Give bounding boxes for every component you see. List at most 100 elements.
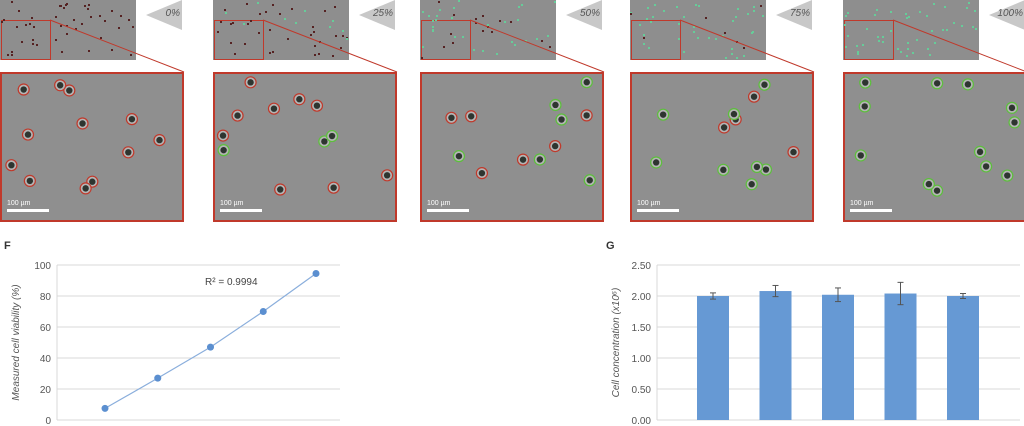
dead-cell: [747, 90, 761, 103]
y-tick-label: 2.50: [632, 261, 652, 272]
dead-cell: [153, 133, 166, 147]
overview-image: [420, 0, 556, 60]
dead-cell: [445, 111, 458, 124]
overview-image: [843, 0, 979, 60]
microscopy-panel: 100% 100 µm: [843, 0, 1024, 225]
error-bar: [897, 281, 904, 306]
scale-bar: 100 µm: [220, 200, 262, 212]
live-cell: [583, 174, 596, 187]
microscopy-panel: 0% 100 µm: [0, 0, 200, 225]
viability-percent: 0%: [165, 8, 180, 19]
live-cell: [217, 144, 230, 157]
error-bar: [960, 293, 966, 299]
live-cell: [980, 160, 993, 173]
dead-cell: [63, 84, 76, 97]
live-cell: [858, 100, 871, 113]
y-tick-label: 0: [45, 416, 51, 426]
y-tick-label: 2.00: [632, 292, 652, 303]
overview-image: [630, 0, 766, 60]
dead-cell: [267, 102, 281, 115]
microscopy-panel: 75% 100 µm: [630, 0, 830, 225]
viability-percent: 50%: [579, 8, 600, 19]
live-cell: [1001, 169, 1014, 182]
dead-cell: [381, 169, 394, 182]
live-cell: [750, 160, 764, 174]
dead-cell: [310, 99, 324, 112]
live-cell: [325, 129, 339, 143]
dead-cell: [79, 182, 92, 195]
live-cell: [961, 78, 974, 91]
y-tick-label: 1.50: [632, 323, 652, 334]
bar: [884, 293, 917, 420]
live-cell: [717, 163, 730, 176]
dead-cell: [475, 167, 489, 180]
data-point: [101, 404, 109, 412]
y-tick-label: 0.50: [632, 385, 652, 396]
zoom-region-box: [844, 20, 894, 60]
dead-cell: [293, 93, 306, 106]
scale-label: 100 µm: [427, 200, 451, 207]
microscopy-panel: 25% 100 µm: [213, 0, 413, 225]
zoomed-image: 100 µm: [630, 72, 814, 222]
dead-cell: [5, 159, 18, 172]
live-cell: [854, 149, 867, 162]
viability-line-chart: 0 20 40 60 80 100 Measured cell viability (%) R…: [11, 261, 340, 426]
live-cell: [922, 178, 935, 191]
viability-triangle: 25%: [359, 0, 395, 30]
viability-percent: 25%: [372, 8, 393, 19]
dead-cell: [244, 76, 257, 89]
live-cell: [452, 150, 466, 163]
viability-percent: 75%: [789, 8, 810, 19]
dead-cell: [17, 83, 30, 96]
microscopy-panel: 50% 100 µm: [420, 0, 620, 225]
dead-cell: [23, 174, 36, 187]
scale-bar: 100 µm: [637, 200, 679, 212]
overview-image: [0, 0, 136, 60]
live-cell: [580, 76, 593, 89]
live-cell: [555, 113, 568, 126]
viability-triangle: 0%: [146, 0, 182, 30]
data-point: [154, 374, 162, 382]
zoomed-image: 100 µm: [420, 72, 604, 222]
live-cell: [859, 76, 872, 89]
y-tick-label: 20: [40, 385, 52, 396]
scale-label: 100 µm: [850, 200, 874, 207]
live-cell: [745, 178, 758, 191]
panel-label-g: G: [606, 240, 615, 252]
dead-cell: [231, 109, 244, 122]
error-bar: [710, 292, 716, 300]
zoomed-image: 100 µm: [213, 72, 397, 222]
dead-cell: [465, 110, 478, 123]
live-cell: [650, 156, 663, 169]
panel-label-f: F: [4, 240, 11, 252]
dead-cell: [580, 109, 593, 122]
scale-label: 100 µm: [7, 200, 31, 207]
dead-cell: [549, 140, 562, 153]
y-tick-label: 40: [40, 354, 52, 365]
dead-cell: [125, 113, 139, 126]
y-tick-label: 80: [40, 292, 52, 303]
bar: [759, 291, 792, 420]
overview-image: [213, 0, 349, 60]
dead-cell: [718, 121, 731, 134]
dead-cell: [216, 129, 230, 142]
dead-cell: [54, 79, 67, 92]
y-tick-label: 100: [34, 261, 51, 272]
live-cell: [727, 108, 741, 121]
dead-cell: [787, 145, 800, 159]
live-cell: [758, 78, 771, 91]
live-cell: [930, 184, 944, 197]
trend-line: [104, 273, 317, 409]
scale-bar: 100 µm: [7, 200, 49, 212]
dead-cell: [327, 181, 340, 194]
viability-triangle: 75%: [776, 0, 812, 30]
dead-cell: [516, 153, 530, 166]
scale-label: 100 µm: [637, 200, 661, 207]
error-bar: [835, 287, 841, 303]
zoom-region-box: [214, 20, 264, 60]
dead-cell: [274, 183, 287, 196]
viability-percent: 100%: [997, 8, 1023, 19]
live-cell: [657, 108, 670, 121]
zoomed-image: 100 µm: [843, 72, 1024, 222]
y-tick-label: 1.00: [632, 354, 652, 365]
